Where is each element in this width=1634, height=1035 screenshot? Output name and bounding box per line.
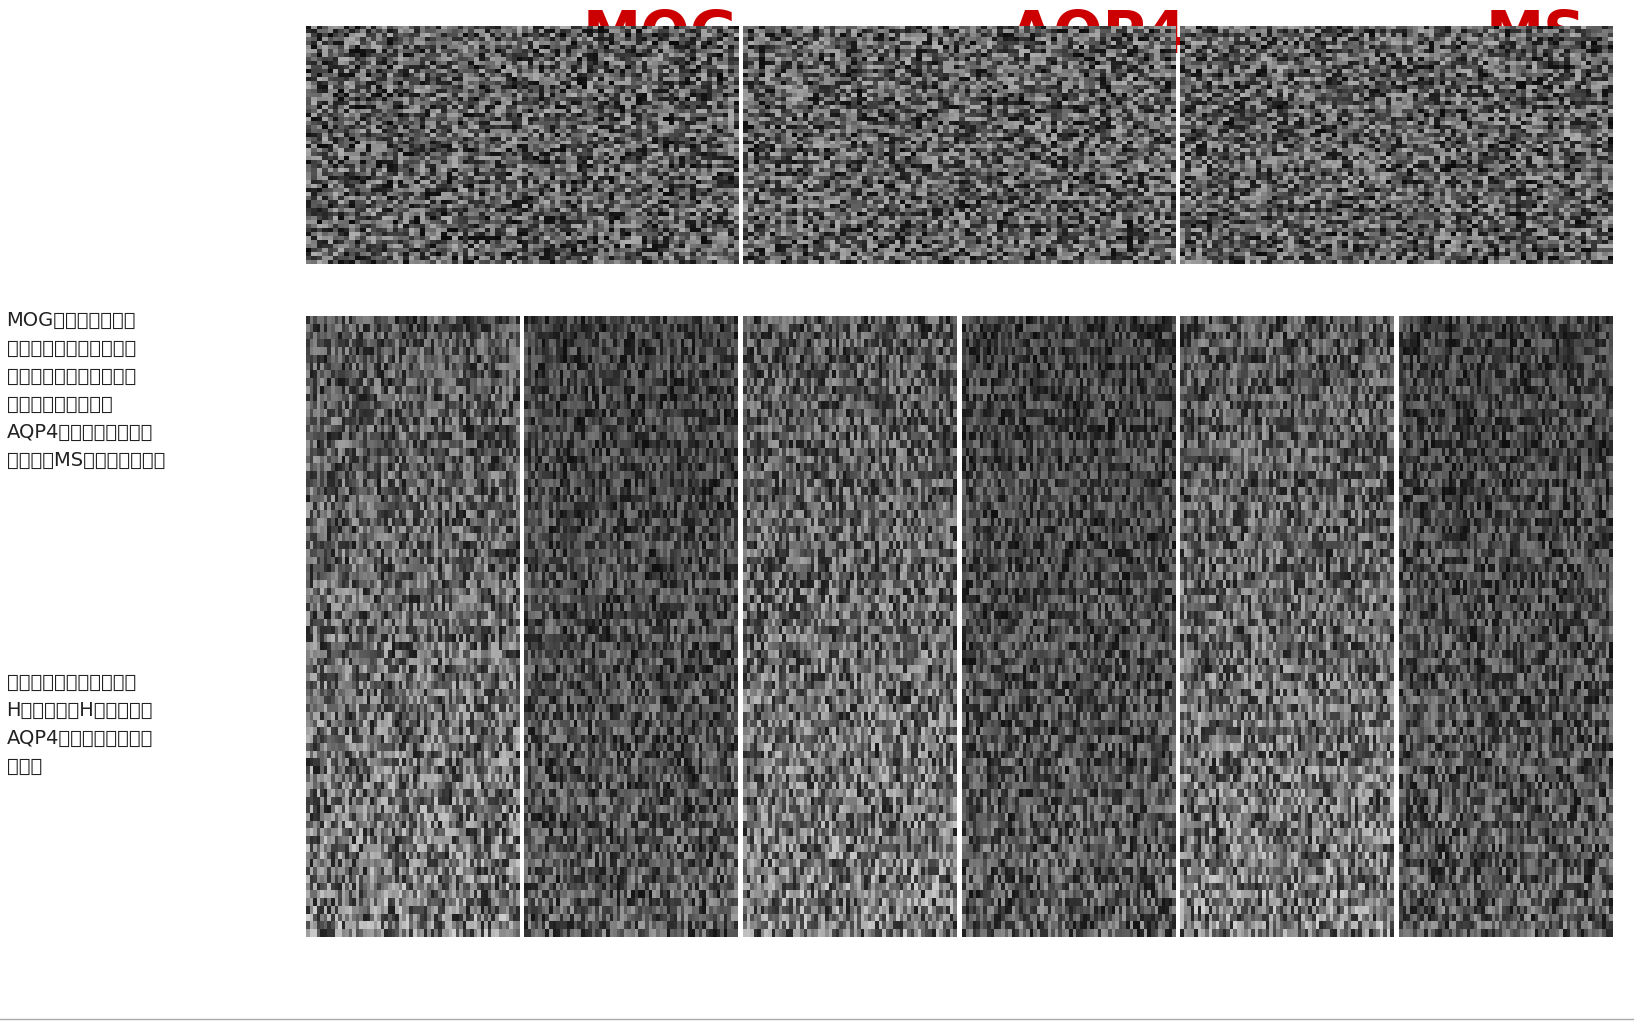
- Text: MOG: MOG: [583, 7, 739, 65]
- Polygon shape: [1410, 435, 1433, 445]
- Text: 灰白質の高信号病変で，
H型を示す（Hサイン）．
AQP4は灰白質に限局し
ない．: 灰白質の高信号病変で， H型を示す（Hサイン）． AQP4は灰白質に限局し ない…: [7, 673, 154, 776]
- Polygon shape: [503, 210, 539, 231]
- Polygon shape: [972, 453, 995, 464]
- Text: B  Adult patient 2: B Adult patient 2: [748, 61, 858, 73]
- Polygon shape: [493, 776, 516, 787]
- Text: C  Adult patient 3: C Adult patient 3: [1185, 61, 1294, 73]
- Text: 造影効果
なし: 造影効果 なし: [605, 840, 659, 884]
- Text: 造影効果
顕著: 造影効果 顕著: [1042, 840, 1095, 884]
- Polygon shape: [972, 578, 995, 588]
- Text: A  Adult patient 1: A Adult patient 1: [310, 61, 420, 73]
- Polygon shape: [466, 683, 489, 694]
- Polygon shape: [493, 584, 516, 594]
- Polygon shape: [918, 632, 941, 644]
- Text: AQP4: AQP4: [1010, 7, 1188, 65]
- Polygon shape: [941, 210, 977, 231]
- Text: MS: MS: [1485, 7, 1585, 65]
- Text: MOGでは線状高信号
（白）の後方にぼやけた
高信号（黄色）を呈する
縦長病変を認める．
AQP4より浮腫は目立た
ない．　MSは病変が短い．: MOGでは線状高信号 （白）の後方にぼやけた 高信号（黄色）を呈する 縦長病変を…: [7, 310, 165, 470]
- Polygon shape: [1379, 210, 1415, 231]
- Text: 造影効果
軽度: 造影効果 軽度: [1479, 840, 1533, 884]
- Polygon shape: [918, 515, 941, 526]
- Polygon shape: [1356, 478, 1379, 489]
